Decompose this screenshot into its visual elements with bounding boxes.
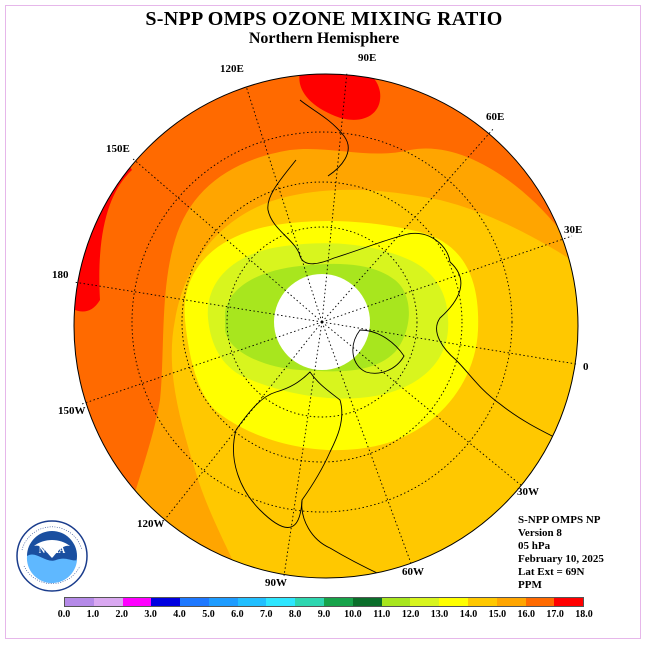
- label-0: 0: [583, 361, 589, 373]
- latitude-circle-60: [226, 226, 418, 418]
- colorbar-swatch: [65, 598, 94, 606]
- colorbar-swatch: [208, 598, 238, 606]
- label-180: 180: [52, 269, 69, 281]
- colorbar-tick-label: 1.0: [86, 609, 100, 620]
- colorbar-tick-label: 13.0: [430, 609, 449, 620]
- pacific-coast: [233, 429, 303, 528]
- meridian-30w: [321, 321, 523, 487]
- colorbar-tick-label: 11.0: [373, 609, 391, 620]
- label-90w: 90W: [265, 577, 287, 589]
- colorbar-tick-label: 2.0: [115, 609, 129, 620]
- info-lat-ext: Lat Ext = 69N: [518, 566, 585, 578]
- meridian-120e: [245, 85, 323, 323]
- colorbar-swatch: [324, 598, 353, 606]
- colorbar-swatch: [381, 598, 411, 606]
- figure-frame: [5, 5, 641, 639]
- info-date: February 10, 2025: [518, 553, 604, 565]
- meridian-90w: [283, 321, 323, 577]
- label-30e: 30E: [564, 224, 582, 236]
- colorbar-swatch: [295, 598, 325, 606]
- colorbar-tick-label: 5.0: [202, 609, 215, 620]
- meridian-60e: [321, 127, 495, 323]
- colorbar-swatch: [410, 598, 440, 606]
- colorbar-swatch: [496, 598, 526, 606]
- meridian-150e: [131, 157, 323, 323]
- colorbar-tick-label: 14.0: [459, 609, 478, 620]
- meridian-120w: [165, 321, 323, 519]
- colorbar-tick-label: 10.0: [344, 609, 362, 620]
- colorbar-swatch: [554, 598, 584, 606]
- colorbar-swatch: [266, 598, 296, 606]
- greenland-coast: [352, 329, 405, 374]
- north-america-coast: [235, 371, 393, 578]
- label-120w: 120W: [137, 518, 165, 530]
- colorbar-tick-label: 12.0: [401, 609, 420, 620]
- longitude-labels: 90E 60E 30E 0 30W 60W 90W 120W 150W 180 …: [52, 52, 589, 589]
- label-150w: 150W: [58, 405, 86, 417]
- meridian-180: [73, 281, 323, 323]
- info-instrument: S-NPP OMPS NP: [518, 514, 601, 526]
- label-60e: 60E: [486, 111, 504, 123]
- label-60w: 60W: [402, 566, 424, 578]
- graticule: [73, 71, 577, 577]
- colorbar-tick-label: 6.0: [231, 609, 244, 620]
- colorbar-tick-label: 8.0: [288, 609, 302, 620]
- figure-subtitle: Northern Hemisphere: [248, 30, 400, 47]
- meridian-90e: [321, 71, 348, 323]
- colorbar-tick-label: 4.0: [173, 609, 186, 620]
- colorbar-swatch: [467, 598, 497, 606]
- colorbar: [64, 597, 584, 607]
- colorbar-tick-label: 3.0: [144, 609, 157, 620]
- colorbar-tick-label: 16.0: [517, 609, 535, 620]
- ppm-17-region-north: [299, 74, 381, 120]
- eurasia-arctic-coast: [267, 159, 451, 265]
- info-version: Version 8: [518, 527, 562, 539]
- noaa-logo-text: NOAA: [39, 545, 66, 555]
- meridian-30e: [321, 235, 573, 323]
- colorbar-swatch: [93, 598, 123, 606]
- label-90e: 90E: [358, 52, 376, 64]
- colorbar-swatch: [439, 598, 468, 606]
- label-150e: 150E: [106, 143, 130, 155]
- coastlines: [233, 99, 561, 578]
- info-units: PPM: [518, 579, 542, 591]
- latitude-circle-30: [131, 131, 513, 513]
- colorbar-tick-label: 15.0: [488, 609, 507, 620]
- meridian-60w: [321, 321, 413, 567]
- colorbar-tick-label: 18.0: [575, 609, 593, 620]
- label-30w: 30W: [517, 486, 539, 498]
- latitude-circle-45: [181, 181, 463, 463]
- figure-title: S-NPP OMPS OZONE MIXING RATIO: [145, 8, 503, 30]
- colorbar-tick-label: 17.0: [546, 609, 564, 620]
- colorbar-swatch: [237, 598, 267, 606]
- noaa-logo: NOAA: [16, 520, 88, 592]
- colorbar-swatch: [525, 598, 555, 606]
- colorbar-swatch: [122, 598, 152, 606]
- europe-coast: [436, 261, 561, 441]
- colorbar-tick-label: 9.0: [317, 609, 331, 620]
- siberia-coast: [299, 99, 349, 177]
- meridian-0: [321, 321, 577, 365]
- colorbar-swatch: [352, 598, 382, 606]
- info-level: 05 hPa: [518, 540, 551, 552]
- colorbar-tick-label: 0.0: [57, 609, 71, 620]
- colorbar-tick-label: 7.0: [259, 609, 273, 620]
- label-120e: 120E: [220, 63, 244, 75]
- colorbar-swatch: [180, 598, 209, 606]
- map-boundary: [73, 73, 579, 579]
- ozone-field: [74, 74, 578, 578]
- colorbar-ticks: 0.0 1.0 2.0 3.0 4.0 5.0 6.0 7.0 8.0 9.0 10.0 11.0 12…: [0, 609, 648, 623]
- colorbar-swatch: [151, 598, 181, 606]
- info-panel: S-NPP OMPS NP Version 8 05 hPa February …: [518, 514, 604, 592]
